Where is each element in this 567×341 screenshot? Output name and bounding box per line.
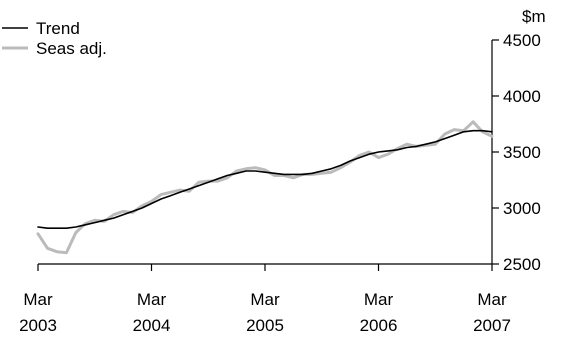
x-tick-label-month: Mar [137, 290, 167, 309]
y-tick-label: 2500 [503, 255, 541, 274]
x-tick-label-month: Mar [250, 290, 280, 309]
series-layer [36, 120, 494, 255]
y-tick-label: 4000 [503, 87, 541, 106]
y-tick-label: 4500 [503, 31, 541, 50]
x-tick-label-year: 2005 [246, 316, 284, 335]
axes: Mar 2003 Mar 2004 Mar 2005 Mar 2006 Mar 2007 2500 3… [19, 7, 546, 335]
x-tick-label-month: Mar [477, 290, 507, 309]
x-tick-label-month: Mar [364, 290, 394, 309]
series-line-seas-adj [36, 120, 494, 255]
x-tick-label-year: 2003 [19, 316, 57, 335]
legend-label-trend: Trend [36, 19, 80, 38]
series-line-trend [37, 129, 493, 229]
legend-label-seas-adj: Seas adj. [36, 39, 107, 58]
legend: Trend Seas adj. [2, 19, 107, 58]
y-tick-label: 3500 [503, 143, 541, 162]
y-tick-label: 3000 [503, 199, 541, 218]
x-tick-label-year: 2007 [473, 316, 511, 335]
x-tick-label-month: Mar [23, 290, 53, 309]
x-tick-label-year: 2004 [133, 316, 171, 335]
x-tick-label-year: 2006 [360, 316, 398, 335]
y-axis-unit-label: $m [522, 7, 546, 26]
